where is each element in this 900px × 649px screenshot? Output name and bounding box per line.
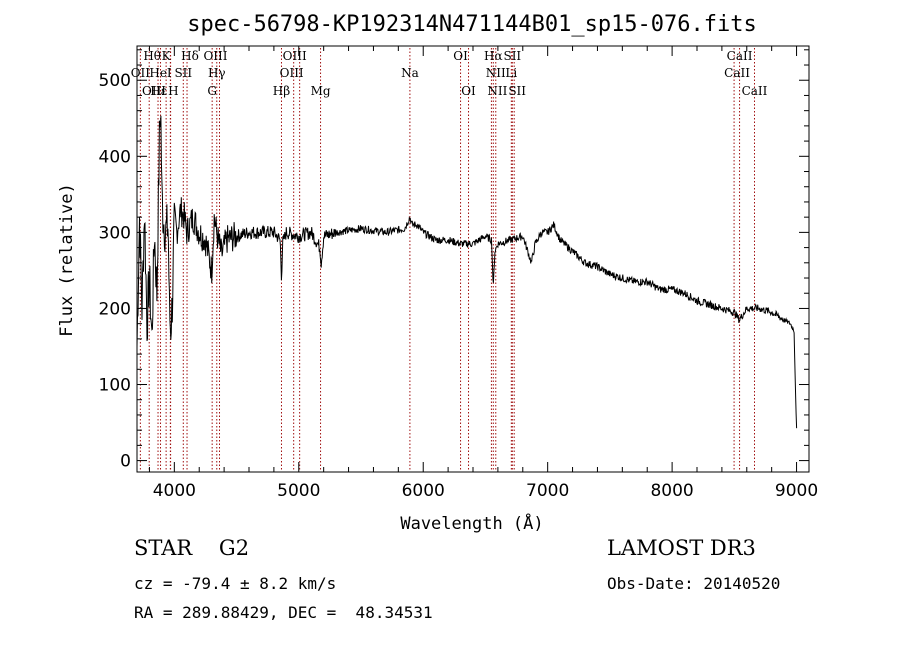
- y-tick-label: 400: [99, 147, 131, 167]
- chart-title: spec-56798-KP192314N471144B01_sp15-076.f…: [187, 12, 757, 37]
- spectral-line-label: Na: [401, 66, 419, 80]
- spectral-line-label: H: [168, 84, 178, 98]
- y-tick-label: 100: [99, 376, 131, 396]
- redshift-text: cz = -79.4 ± 8.2 km/s: [134, 574, 337, 593]
- spectral-line-label: G: [207, 84, 217, 98]
- y-tick-label: 300: [99, 223, 131, 243]
- spectral-line-label: OI: [453, 49, 468, 63]
- spectral-line-label: SII: [174, 66, 192, 80]
- spectral-line-label: NII: [486, 66, 506, 80]
- spectral-line-label: K: [162, 49, 172, 63]
- spectral-line-label: Hδ: [181, 49, 199, 63]
- x-axis-ticks: 4000 5000 6000 7000 8000 9000: [148, 46, 818, 501]
- x-tick-label: 8000: [650, 481, 693, 501]
- x-tick-label: 5000: [277, 481, 320, 501]
- plot-frame: [136, 45, 810, 473]
- spectral-line-label: Hγ: [208, 66, 226, 80]
- spectral-line-label: Li: [505, 66, 517, 80]
- spectral-line-label: OIII: [283, 49, 307, 63]
- y-tick-label: 200: [99, 299, 131, 319]
- spectral-line-label: CaII: [724, 66, 750, 80]
- spectral-line-label: CaII: [727, 49, 753, 63]
- spectral-line-label: OI: [461, 84, 476, 98]
- y-tick-label: 0: [120, 452, 131, 472]
- spectral-line-label: OII: [131, 66, 151, 80]
- survey-text: LAMOST DR3: [607, 536, 756, 560]
- x-tick-label: 7000: [526, 481, 569, 501]
- x-tick-label: 6000: [402, 481, 445, 501]
- spectral-line-label: Hε: [150, 84, 167, 98]
- spectral-line-label: Hα: [484, 49, 503, 63]
- coordinates-text: RA = 289.88429, DEC = 48.34531: [134, 603, 433, 622]
- spectral-line-label: HeI: [149, 66, 172, 80]
- spectral-line-label: CaII: [742, 84, 768, 98]
- x-axis-label: Wavelength (Å): [400, 512, 543, 534]
- spectral-line-label: Mg: [311, 84, 331, 98]
- spectral-line-label: Hθ: [143, 49, 161, 63]
- classification-text: STAR G2: [134, 536, 250, 560]
- x-tick-label: 9000: [775, 481, 818, 501]
- spectral-line-label: SII: [508, 84, 526, 98]
- spectral-line-label: Hβ: [273, 84, 290, 98]
- spectral-line-markers: [139, 48, 755, 471]
- spectral-line-label: SII: [503, 49, 521, 63]
- obs-date-text: Obs-Date: 20140520: [607, 574, 781, 593]
- spectral-line-label: NII: [487, 84, 507, 98]
- y-tick-label: 500: [99, 71, 131, 91]
- spectrum-line: [136, 115, 798, 429]
- spectral-line-label: OIII: [142, 84, 166, 98]
- y-axis-ticks: 0 100 200 300 400 500: [99, 49, 809, 472]
- spectral-line-label: OIII: [280, 66, 304, 80]
- spectral-line-label: OIII: [203, 49, 227, 63]
- x-tick-label: 4000: [153, 481, 196, 501]
- y-axis-label: Flux (relative): [57, 183, 77, 337]
